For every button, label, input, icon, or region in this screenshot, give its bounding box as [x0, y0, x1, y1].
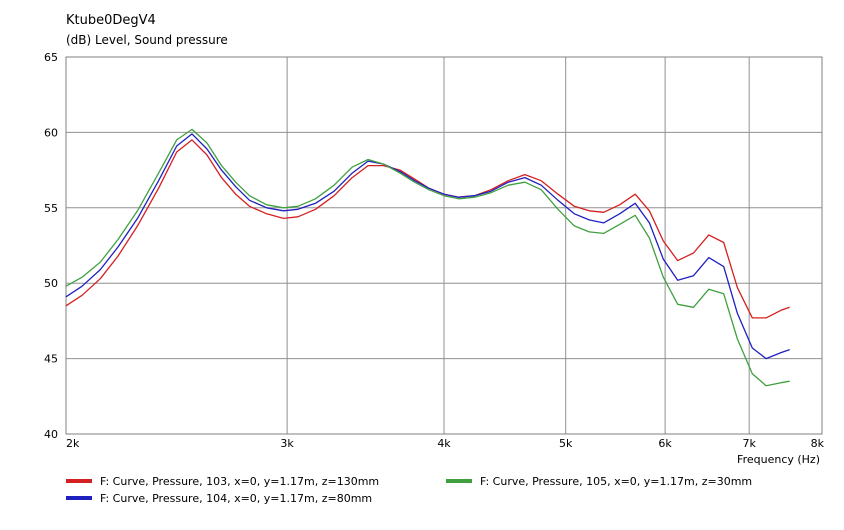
x-tick-label: 3k	[280, 437, 294, 450]
y-axis-ticks: 40 45 50 55 60 65	[44, 51, 58, 441]
x-axis-ticks: 2k 3k 4k 5k 6k 7k 8k	[66, 437, 825, 450]
y-tick-label: 65	[44, 51, 58, 64]
legend-swatch	[446, 479, 472, 483]
x-tick-label: 7k	[742, 437, 756, 450]
legend-swatch	[66, 496, 92, 500]
y-tick-label: 40	[44, 428, 58, 441]
x-tick-label: 2k	[66, 437, 80, 450]
legend-entry-label: F: Curve, Pressure, 105, x=0, y=1.17m, z…	[480, 475, 752, 488]
legend: F: Curve, Pressure, 103, x=0, y=1.17m, z…	[66, 475, 752, 505]
y-tick-label: 45	[44, 353, 58, 366]
plot-area-frame	[65, 56, 823, 435]
legend-entry-label: F: Curve, Pressure, 103, x=0, y=1.17m, z…	[100, 475, 379, 488]
chart-title: Ktube0DegV4	[66, 13, 156, 28]
y-tick-label: 60	[44, 126, 58, 139]
grid	[65, 56, 823, 435]
series-line	[65, 128, 790, 387]
y-axis-label: (dB) Level, Sound pressure	[66, 33, 228, 47]
series-line	[65, 133, 790, 360]
y-tick-label: 55	[44, 202, 58, 215]
y-tick-label: 50	[44, 277, 58, 290]
x-tick-label: 4k	[437, 437, 451, 450]
x-tick-label: 6k	[658, 437, 672, 450]
series-lines	[65, 128, 790, 387]
legend-entry-label: F: Curve, Pressure, 104, x=0, y=1.17m, z…	[100, 492, 372, 505]
x-axis-label: Frequency (Hz)	[737, 453, 820, 466]
legend-swatch	[66, 479, 92, 483]
series-line	[65, 139, 790, 319]
x-tick-label: 5k	[559, 437, 573, 450]
x-tick-label: 8k	[811, 437, 825, 450]
